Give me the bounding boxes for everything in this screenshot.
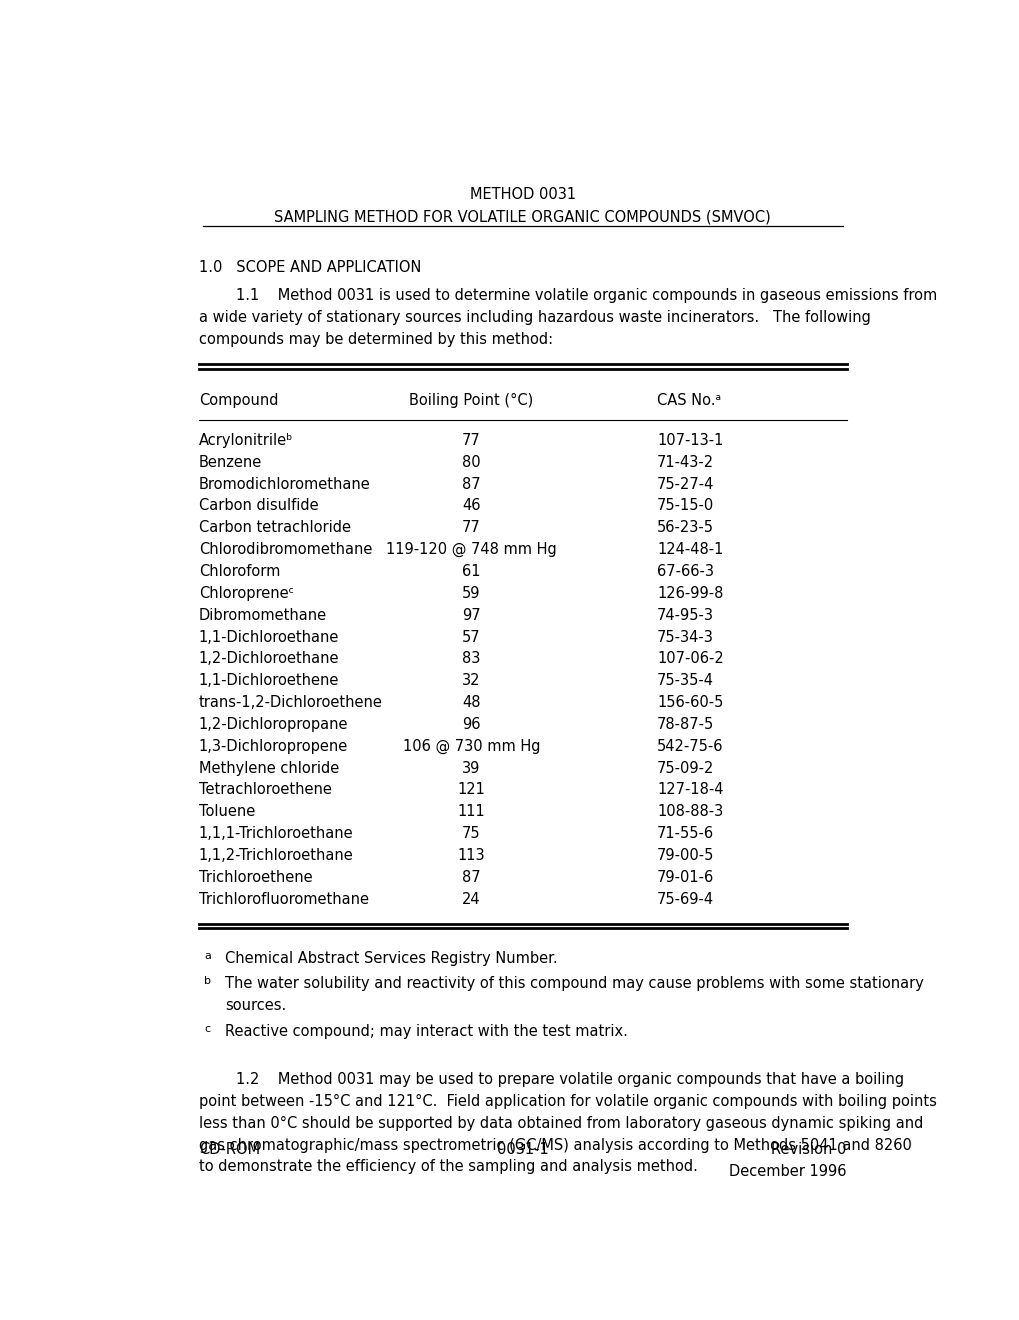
Text: Chloroform: Chloroform <box>199 564 280 579</box>
Text: 97: 97 <box>462 607 480 623</box>
Text: 124-48-1: 124-48-1 <box>656 543 722 557</box>
Text: 48: 48 <box>462 696 480 710</box>
Text: December 1996: December 1996 <box>729 1164 846 1179</box>
Text: Carbon tetrachloride: Carbon tetrachloride <box>199 520 351 535</box>
Text: 71-43-2: 71-43-2 <box>656 454 713 470</box>
Text: 126-99-8: 126-99-8 <box>656 586 722 601</box>
Text: 107-06-2: 107-06-2 <box>656 651 723 667</box>
Text: 108-88-3: 108-88-3 <box>656 804 722 820</box>
Text: 56-23-5: 56-23-5 <box>656 520 713 535</box>
Text: 1.2    Method 0031 may be used to prepare volatile organic compounds that have a: 1.2 Method 0031 may be used to prepare v… <box>199 1072 903 1086</box>
Text: to demonstrate the efficiency of the sampling and analysis method.: to demonstrate the efficiency of the sam… <box>199 1159 697 1175</box>
Text: 75-35-4: 75-35-4 <box>656 673 713 688</box>
Text: 67-66-3: 67-66-3 <box>656 564 713 579</box>
Text: sources.: sources. <box>224 998 285 1012</box>
Text: 156-60-5: 156-60-5 <box>656 696 722 710</box>
Text: 71-55-6: 71-55-6 <box>656 826 713 841</box>
Text: a: a <box>204 950 211 961</box>
Text: 107-13-1: 107-13-1 <box>656 433 722 447</box>
Text: METHOD 0031: METHOD 0031 <box>469 187 576 202</box>
Text: 1,2-Dichloropropane: 1,2-Dichloropropane <box>199 717 347 731</box>
Text: 75-09-2: 75-09-2 <box>656 760 714 776</box>
Text: 127-18-4: 127-18-4 <box>656 783 722 797</box>
Text: 78-87-5: 78-87-5 <box>656 717 713 731</box>
Text: 113: 113 <box>458 847 485 863</box>
Text: 79-01-6: 79-01-6 <box>656 870 713 884</box>
Text: trans-1,2-Dichloroethene: trans-1,2-Dichloroethene <box>199 696 382 710</box>
Text: c: c <box>204 1024 210 1034</box>
Text: compounds may be determined by this method:: compounds may be determined by this meth… <box>199 333 552 347</box>
Text: 75-15-0: 75-15-0 <box>656 499 713 513</box>
Text: Trichloroethene: Trichloroethene <box>199 870 312 884</box>
Text: less than 0°C should be supported by data obtained from laboratory gaseous dynam: less than 0°C should be supported by dat… <box>199 1115 922 1131</box>
Text: 111: 111 <box>458 804 485 820</box>
Text: Tetrachloroethene: Tetrachloroethene <box>199 783 331 797</box>
Text: Reactive compound; may interact with the test matrix.: Reactive compound; may interact with the… <box>224 1024 627 1039</box>
Text: 1.0   SCOPE AND APPLICATION: 1.0 SCOPE AND APPLICATION <box>199 260 421 275</box>
Text: a wide variety of stationary sources including hazardous waste incinerators.   T: a wide variety of stationary sources inc… <box>199 310 869 325</box>
Text: 119-120 @ 748 mm Hg: 119-120 @ 748 mm Hg <box>385 543 556 557</box>
Text: 77: 77 <box>462 520 480 535</box>
Text: 1,1,1-Trichloroethane: 1,1,1-Trichloroethane <box>199 826 353 841</box>
Text: 1.1    Method 0031 is used to determine volatile organic compounds in gaseous em: 1.1 Method 0031 is used to determine vol… <box>199 289 936 304</box>
Text: Revision 0: Revision 0 <box>770 1142 846 1158</box>
Text: 87: 87 <box>462 477 480 491</box>
Text: 39: 39 <box>462 760 480 776</box>
Text: 87: 87 <box>462 870 480 884</box>
Text: 1,1,2-Trichloroethane: 1,1,2-Trichloroethane <box>199 847 353 863</box>
Text: 61: 61 <box>462 564 480 579</box>
Text: 83: 83 <box>462 651 480 667</box>
Text: Toluene: Toluene <box>199 804 255 820</box>
Text: Compound: Compound <box>199 393 278 408</box>
Text: 75-69-4: 75-69-4 <box>656 892 713 907</box>
Text: 106 @ 730 mm Hg: 106 @ 730 mm Hg <box>403 739 540 754</box>
Text: 46: 46 <box>462 499 480 513</box>
Text: 57: 57 <box>462 630 480 644</box>
Text: CD-ROM: CD-ROM <box>199 1142 260 1158</box>
Text: Chloropreneᶜ: Chloropreneᶜ <box>199 586 293 601</box>
Text: 79-00-5: 79-00-5 <box>656 847 714 863</box>
Text: Trichlorofluoromethane: Trichlorofluoromethane <box>199 892 368 907</box>
Text: 96: 96 <box>462 717 480 731</box>
Text: 59: 59 <box>462 586 480 601</box>
Text: SAMPLING METHOD FOR VOLATILE ORGANIC COMPOUNDS (SMVOC): SAMPLING METHOD FOR VOLATILE ORGANIC COM… <box>274 210 770 224</box>
Text: 0031-1: 0031-1 <box>496 1142 548 1158</box>
Text: 121: 121 <box>457 783 485 797</box>
Text: Carbon disulfide: Carbon disulfide <box>199 499 318 513</box>
Text: 542-75-6: 542-75-6 <box>656 739 722 754</box>
Text: 74-95-3: 74-95-3 <box>656 607 713 623</box>
Text: 32: 32 <box>462 673 480 688</box>
Text: 1,3-Dichloropropene: 1,3-Dichloropropene <box>199 739 347 754</box>
Text: 75-27-4: 75-27-4 <box>656 477 714 491</box>
Text: Acrylonitrileᵇ: Acrylonitrileᵇ <box>199 433 292 447</box>
Text: 1,1-Dichloroethane: 1,1-Dichloroethane <box>199 630 338 644</box>
Text: Chlorodibromomethane: Chlorodibromomethane <box>199 543 372 557</box>
Text: The water solubility and reactivity of this compound may cause problems with som: The water solubility and reactivity of t… <box>224 975 922 991</box>
Text: Boiling Point (°C): Boiling Point (°C) <box>409 393 533 408</box>
Text: CAS No.ᵃ: CAS No.ᵃ <box>656 393 720 408</box>
Text: Methylene chloride: Methylene chloride <box>199 760 338 776</box>
Text: point between -15°C and 121°C.  Field application for volatile organic compounds: point between -15°C and 121°C. Field app… <box>199 1094 935 1109</box>
Text: gas chromatographic/mass spectrometric (GC/MS) analysis according to Methods 504: gas chromatographic/mass spectrometric (… <box>199 1138 911 1152</box>
Text: 80: 80 <box>462 454 480 470</box>
Text: b: b <box>204 975 211 986</box>
Text: Dibromomethane: Dibromomethane <box>199 607 326 623</box>
Text: 1,2-Dichloroethane: 1,2-Dichloroethane <box>199 651 338 667</box>
Text: Bromodichloromethane: Bromodichloromethane <box>199 477 370 491</box>
Text: Benzene: Benzene <box>199 454 262 470</box>
Text: Chemical Abstract Services Registry Number.: Chemical Abstract Services Registry Numb… <box>224 950 556 966</box>
Text: 1,1-Dichloroethene: 1,1-Dichloroethene <box>199 673 338 688</box>
Text: 75: 75 <box>462 826 480 841</box>
Text: 24: 24 <box>462 892 480 907</box>
Text: 75-34-3: 75-34-3 <box>656 630 713 644</box>
Text: 77: 77 <box>462 433 480 447</box>
